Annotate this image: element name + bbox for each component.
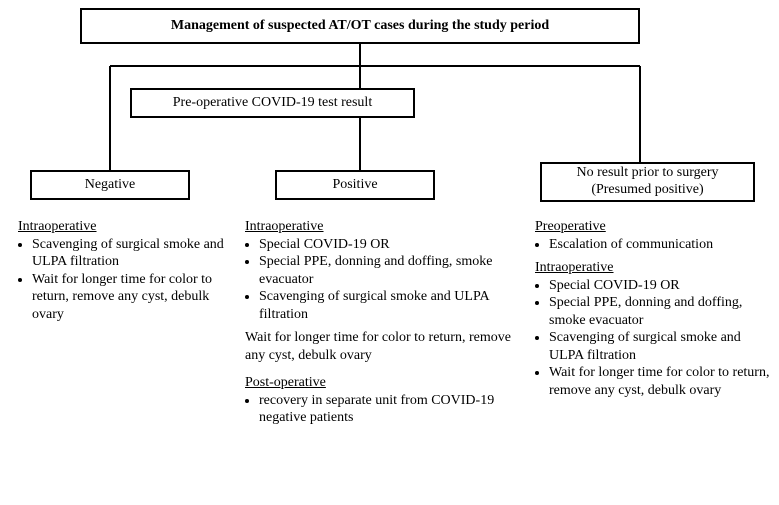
preop-test-box: Pre-operative COVID-19 test result [130, 88, 415, 118]
noresult-column: Preoperative Escalation of communication… [535, 218, 770, 405]
pos-sec1-list: recovery in separate unit from COVID-19 … [245, 392, 515, 427]
list-item: Special COVID-19 OR [259, 236, 515, 254]
list-item: Special PPE, donning and doffing, smoke … [549, 294, 770, 329]
list-item: Special PPE, donning and doffing, smoke … [259, 253, 515, 288]
neg-sec0-list: Scavenging of surgical smoke and ULPA fi… [18, 236, 228, 324]
branch-negative-label: Negative [85, 177, 136, 194]
branch-noresult-box: No result prior to surgery (Presumed pos… [540, 162, 755, 202]
positive-column: Intraoperative Special COVID-19 OR Speci… [245, 218, 515, 433]
branch-positive-box: Positive [275, 170, 435, 200]
list-item: recovery in separate unit from COVID-19 … [259, 392, 515, 427]
list-item: Escalation of communication [549, 236, 770, 254]
negative-column: Intraoperative Scavenging of surgical sm… [18, 218, 228, 329]
nr-sec0-list: Escalation of communication [535, 236, 770, 254]
nr-sec1-heading: Intraoperative [535, 259, 770, 277]
title-box: Management of suspected AT/OT cases duri… [80, 8, 640, 44]
pos-sec1-heading: Post-operative [245, 374, 515, 392]
pos-sec0-heading: Intraoperative [245, 218, 515, 236]
branch-positive-label: Positive [332, 177, 377, 194]
list-item: Wait for longer time for color to return… [32, 271, 228, 324]
title-text: Management of suspected AT/OT cases duri… [171, 18, 549, 35]
neg-sec0-heading: Intraoperative [18, 218, 228, 236]
flowchart-canvas: Management of suspected AT/OT cases duri… [0, 0, 779, 505]
branch-noresult-label: No result prior to surgery (Presumed pos… [576, 165, 718, 199]
list-item: Scavenging of surgical smoke and ULPA fi… [259, 288, 515, 323]
nr-sec1-list: Special COVID-19 OR Special PPE, donning… [535, 277, 770, 400]
list-item: Scavenging of surgical smoke and ULPA fi… [32, 236, 228, 271]
pos-sec0-list: Special COVID-19 OR Special PPE, donning… [245, 236, 515, 324]
list-item: Wait for longer time for color to return… [549, 364, 770, 399]
branch-negative-box: Negative [30, 170, 190, 200]
list-item: Scavenging of surgical smoke and ULPA fi… [549, 329, 770, 364]
preop-test-label: Pre-operative COVID-19 test result [173, 95, 372, 112]
list-item: Special COVID-19 OR [549, 277, 770, 295]
nr-sec0-heading: Preoperative [535, 218, 770, 236]
pos-sec0-trailing: Wait for longer time for color to return… [245, 329, 515, 364]
